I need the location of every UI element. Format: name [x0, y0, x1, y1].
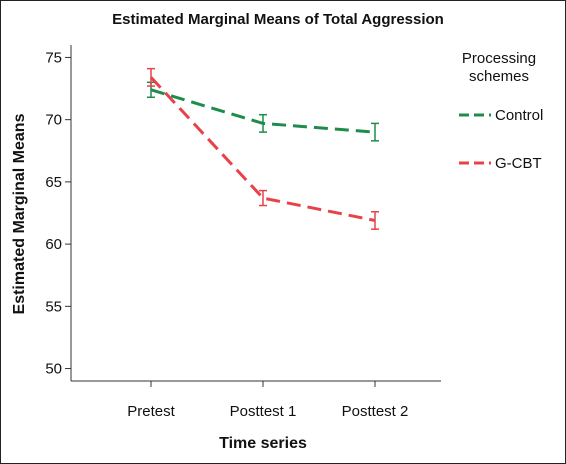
x-tick-label: Posttest 2: [342, 403, 409, 420]
y-tick-label: 50: [45, 361, 62, 378]
y-tick-label: 70: [45, 112, 62, 129]
legend-label: G-CBT: [495, 155, 542, 172]
legend-title-line-1: Processing: [462, 50, 536, 67]
legend-title-line-2: schemes: [469, 68, 529, 85]
y-tick-label: 55: [45, 298, 62, 315]
y-axis-label: Estimated Marginal Means: [11, 113, 28, 314]
x-tick-label: Posttest 1: [230, 403, 297, 420]
legend: Processing schemes Control G-CBT: [459, 50, 543, 172]
series-layer: [147, 67, 379, 230]
legend-label: Control: [495, 107, 543, 124]
y-tick-label: 75: [45, 49, 62, 66]
y-tick-label: 60: [45, 236, 62, 253]
legend-items: Control G-CBT: [459, 107, 543, 172]
x-ticks: Pretest Posttest 1 Posttest 2: [127, 381, 408, 420]
x-tick-label: Pretest: [127, 403, 175, 420]
series-line: [149, 76, 376, 222]
x-axis-label: Time series: [219, 435, 307, 452]
y-tick-label: 65: [45, 174, 62, 191]
chart-title: Estimated Marginal Means of Total Aggres…: [112, 11, 444, 28]
y-ticks: 50 55 60 65 70 75: [45, 49, 71, 378]
